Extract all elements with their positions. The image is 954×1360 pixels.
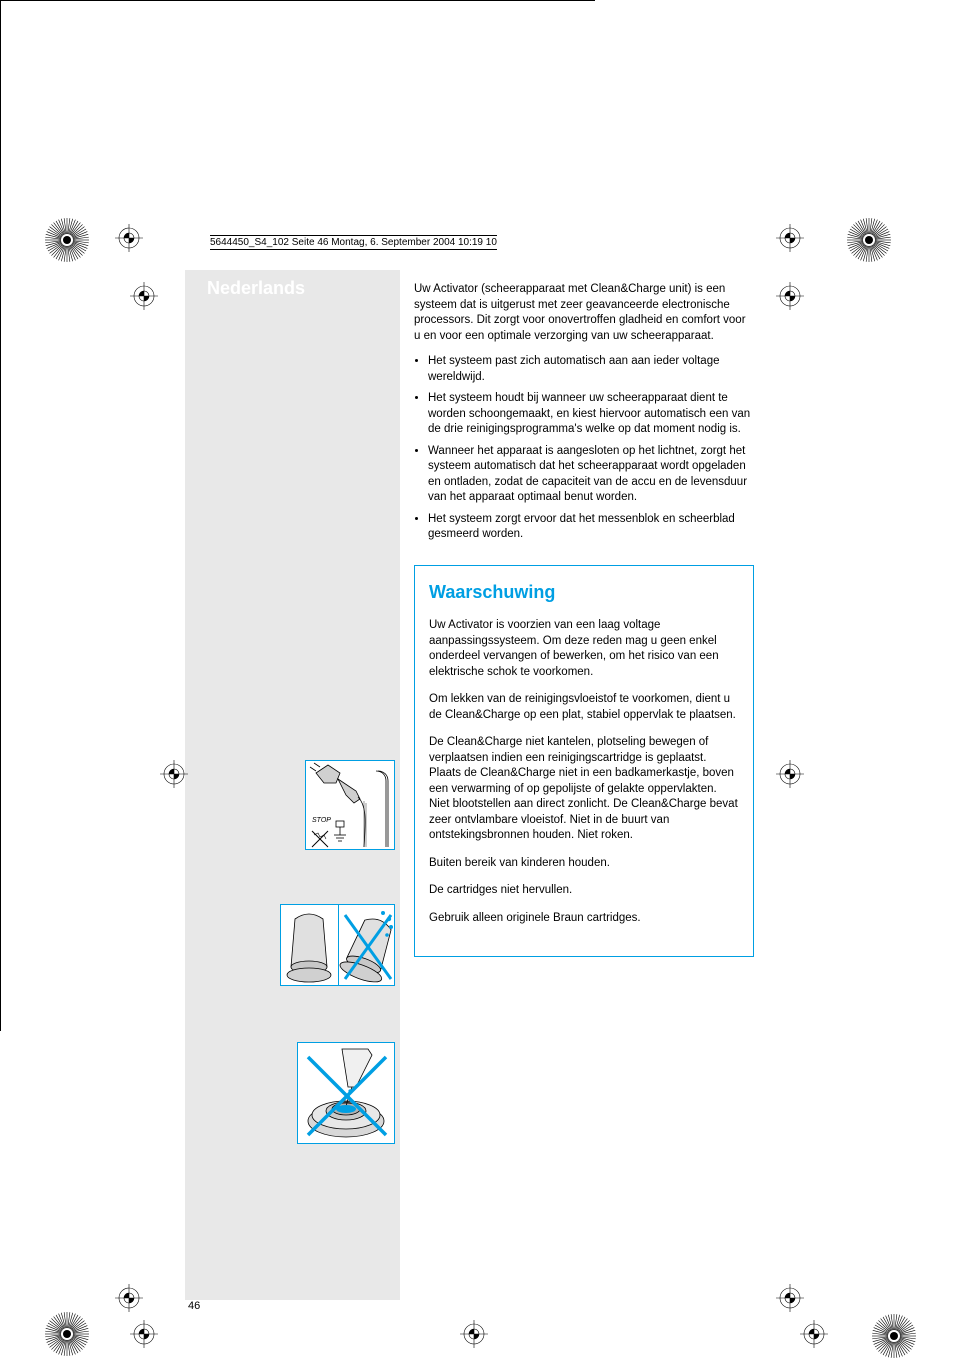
- page-number: 46: [188, 1300, 200, 1312]
- illustration-cord: STOP: [305, 760, 395, 850]
- warning-paragraph: Buiten bereik van kinderen houden.: [429, 856, 739, 872]
- feature-item: Het systeem houdt bij wanneer uw scheera…: [428, 391, 754, 438]
- registration-cross: [115, 224, 143, 252]
- warning-paragraph: De cartridges niet hervullen.: [429, 883, 739, 899]
- registration-cross: [460, 1320, 488, 1348]
- illustration-refill: [297, 1042, 395, 1144]
- registration-cross: [776, 760, 804, 788]
- registration-cross: [130, 1320, 158, 1348]
- warning-box: Waarschuwing Uw Activator is voorzien va…: [414, 565, 754, 958]
- registration-cross: [776, 1284, 804, 1312]
- feature-list: Het systeem past zich automatisch aan aa…: [414, 354, 754, 543]
- crop-line-top: [0, 0, 595, 1]
- stop-label: STOP: [312, 817, 331, 824]
- illustration-tilt: [280, 904, 395, 986]
- sunburst-mark: [870, 1312, 918, 1360]
- registration-cross: [115, 1284, 143, 1312]
- feature-item: Het systeem zorgt ervoor dat het messenb…: [428, 512, 754, 543]
- registration-cross: [800, 1320, 828, 1348]
- warning-paragraph: De Clean&Charge niet kantelen, plotselin…: [429, 735, 739, 844]
- sunburst-mark: [845, 216, 893, 264]
- body-column: Uw Activator (scheerapparaat met Clean&C…: [414, 282, 754, 957]
- intro-paragraph: Uw Activator (scheerapparaat met Clean&C…: [414, 282, 754, 344]
- warning-paragraph: Gebruik alleen originele Braun cartridge…: [429, 911, 739, 927]
- registration-cross: [776, 282, 804, 310]
- feature-item: Wanneer het apparaat is aangesloten op h…: [428, 444, 754, 506]
- registration-cross: [160, 760, 188, 788]
- imposition-header: 5644450_S4_102 Seite 46 Montag, 6. Septe…: [210, 235, 497, 250]
- warning-title: Waarschuwing: [429, 580, 739, 604]
- crop-line-left: [0, 1, 1, 1031]
- language-label: Nederlands: [185, 278, 305, 299]
- sunburst-mark: [43, 216, 91, 264]
- warning-paragraph: Uw Activator is voorzien van een laag vo…: [429, 618, 739, 680]
- warning-paragraph: Om lekken van de reinigingsvloeistof te …: [429, 692, 739, 723]
- registration-cross: [776, 224, 804, 252]
- feature-item: Het systeem past zich automatisch aan aa…: [428, 354, 754, 385]
- registration-cross: [130, 282, 158, 310]
